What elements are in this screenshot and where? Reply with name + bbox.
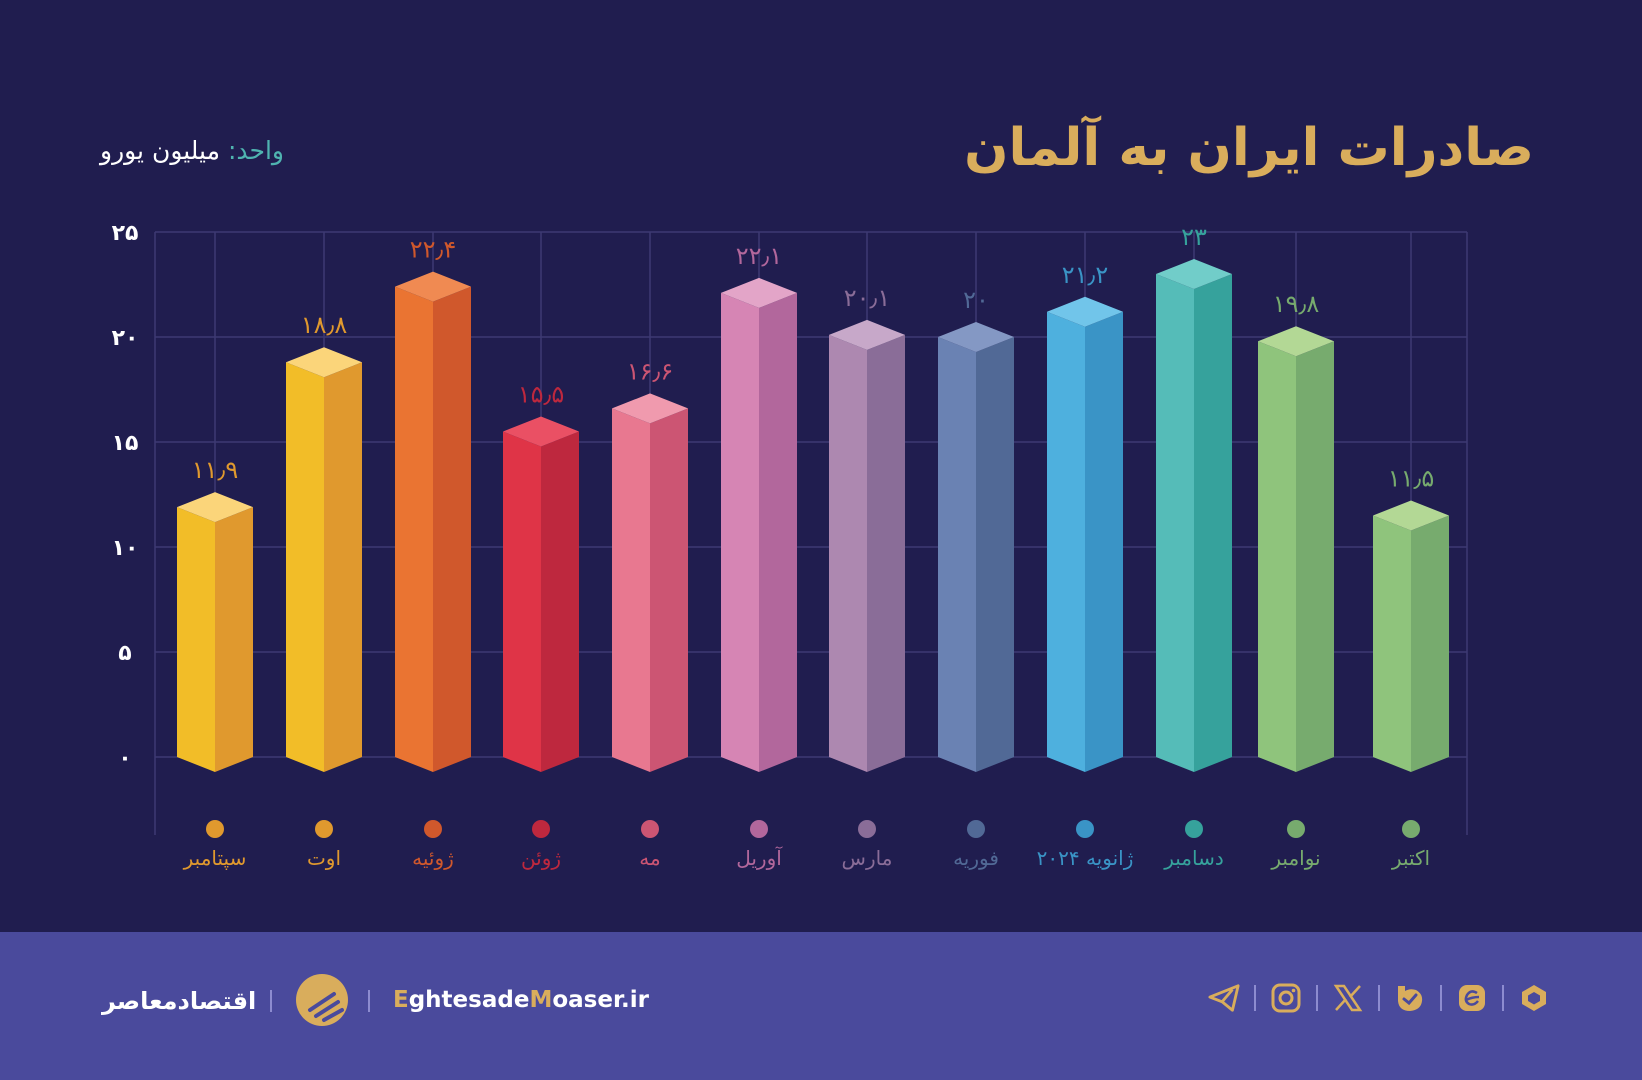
y-tick-label: ۵ <box>118 641 131 666</box>
category-label: فوریه <box>953 846 999 870</box>
bar <box>395 271 471 772</box>
category-dot <box>967 820 985 838</box>
category-label: سپتامبر <box>183 846 247 871</box>
brand-logo-icon <box>296 974 348 1026</box>
category-label: آوریل <box>736 845 783 870</box>
bar-chart: ۰ ۵ ۱۰ ۱۵ ۲۰ ۲۵ ۱۱٫۹ سپتامبر ۱۸٫۸ اوت ۲۲٫۴ ژوئیه ۱۵٫… <box>112 221 1468 871</box>
value-label: ۱۱٫۵ <box>1388 465 1434 493</box>
category-label: ژوئیه <box>412 846 454 870</box>
site-text-1: ghtesade <box>408 987 530 1013</box>
brand-name-fa: اقتصادمعاصر <box>102 987 257 1015</box>
site-text-2: oaser.ir <box>552 987 649 1013</box>
category-dot <box>1402 820 1420 838</box>
category-label: اکتبر <box>1391 846 1430 870</box>
y-tick-label: ۱۰ <box>112 536 139 561</box>
rubika-icon[interactable] <box>1518 982 1550 1014</box>
bar <box>1156 259 1232 772</box>
divider <box>1316 985 1318 1011</box>
category-dot <box>206 820 224 838</box>
instagram-icon[interactable] <box>1270 982 1302 1014</box>
category-dot <box>1287 820 1305 838</box>
unit-caption: واحد: میلیون یورو <box>100 136 284 165</box>
bar <box>1047 296 1123 772</box>
value-label: ۲۰٫۱ <box>844 284 890 312</box>
y-axis: ۰ ۵ ۱۰ ۱۵ ۲۰ ۲۵ <box>112 221 139 771</box>
category-label: مه <box>639 846 660 870</box>
value-label: ۱۹٫۸ <box>1273 290 1320 318</box>
value-label: ۲۲٫۴ <box>410 236 456 264</box>
category-label: مارس <box>842 846 893 870</box>
bar <box>1258 326 1334 772</box>
divider <box>1378 985 1380 1011</box>
bar <box>177 492 253 772</box>
divider <box>1440 985 1442 1011</box>
category-dot <box>1185 820 1203 838</box>
category-label: ژانویه ۲۰۲۴ <box>1037 846 1134 870</box>
y-tick-label: ۲۵ <box>112 221 139 246</box>
eitaa-icon[interactable] <box>1456 982 1488 1014</box>
bar <box>503 416 579 772</box>
category-dot <box>315 820 333 838</box>
value-label: ۱۸٫۸ <box>301 311 348 339</box>
divider <box>270 990 272 1012</box>
value-label: ۲۱٫۲ <box>1062 261 1108 289</box>
divider <box>1502 985 1504 1011</box>
bar <box>1373 500 1449 772</box>
telegram-icon[interactable] <box>1208 982 1240 1014</box>
social-links <box>1208 982 1550 1014</box>
y-tick-label: ۲۰ <box>112 326 139 351</box>
value-label: ۲۲٫۱ <box>736 242 782 270</box>
value-label: ۲۳ <box>1181 223 1207 251</box>
divider <box>1254 985 1256 1011</box>
category-dot <box>641 820 659 838</box>
bar <box>721 277 797 772</box>
category-label: دسامبر <box>1163 846 1224 870</box>
category-label: نوامبر <box>1270 846 1320 870</box>
value-label: ۱۶٫۶ <box>627 357 673 385</box>
site-initial-m: M <box>529 987 553 1013</box>
y-tick-label: ۰ <box>118 746 131 771</box>
footer: اقتصادمعاصر EghtesadeMoaser.ir <box>0 932 1642 1080</box>
x-icon[interactable] <box>1332 982 1364 1014</box>
site-initial-e: E <box>393 987 409 1013</box>
category-dot <box>424 820 442 838</box>
category-dot <box>1076 820 1094 838</box>
value-label: ۲۰ <box>963 286 989 314</box>
unit-value: میلیون یورو <box>100 136 220 165</box>
bale-icon[interactable] <box>1394 982 1426 1014</box>
category-label: اوت <box>307 846 341 870</box>
page-title: صادرات ایران به آلمان <box>964 118 1535 178</box>
value-label: ۱۵٫۵ <box>518 381 564 409</box>
bar <box>612 393 688 772</box>
category-dot <box>858 820 876 838</box>
category-label: ژوئن <box>521 846 561 870</box>
value-label: ۱۱٫۹ <box>192 456 238 484</box>
divider <box>368 990 370 1012</box>
bar <box>938 322 1014 772</box>
bar <box>829 319 905 772</box>
unit-label: واحد: <box>227 136 284 165</box>
bar <box>286 347 362 772</box>
y-tick-label: ۱۵ <box>112 431 139 456</box>
website-link[interactable]: EghtesadeMoaser.ir <box>393 987 649 1013</box>
category-dot <box>750 820 768 838</box>
category-dot <box>532 820 550 838</box>
